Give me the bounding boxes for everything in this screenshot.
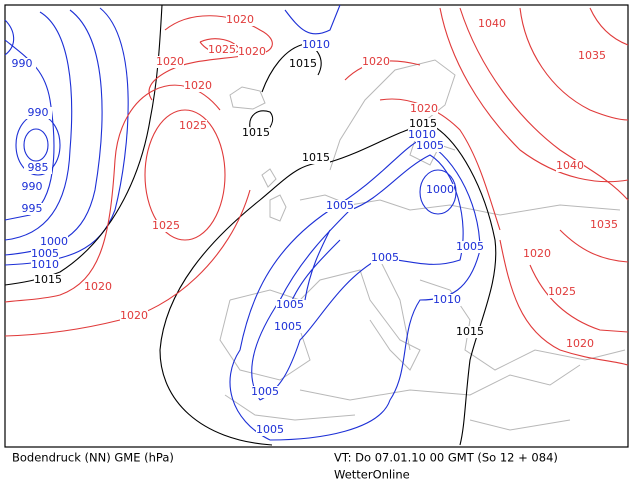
isobar-label: 1020 (238, 45, 266, 58)
label-backdrop (24, 162, 52, 174)
isobar-label: 1000 (426, 183, 454, 196)
isobar-label: 1000 (40, 235, 68, 248)
label-backdrop (456, 326, 484, 338)
isobar-label: 1015 (242, 126, 270, 139)
isobar-label: 990 (22, 180, 43, 193)
isobar-label: 1010 (31, 258, 59, 271)
isobar-label: 990 (12, 57, 33, 70)
isobar-label: 990 (28, 106, 49, 119)
label-backdrop (409, 118, 437, 130)
label-backdrop (40, 236, 68, 248)
isobar-label: 1040 (478, 17, 506, 30)
label-backdrop (478, 18, 506, 30)
isobar-label: 1015 (289, 57, 317, 70)
isobar-label: 1020 (566, 337, 594, 350)
isobar-label: 1020 (523, 247, 551, 260)
isobar-label: 1020 (410, 102, 438, 115)
isobar-label: 1020 (184, 79, 212, 92)
label-backdrop (18, 203, 46, 215)
isobar-label: 1020 (120, 309, 148, 322)
footer-credit: WetterOnline (334, 468, 410, 482)
label-backdrop (548, 286, 576, 298)
label-backdrop (426, 184, 454, 196)
label-backdrop (156, 56, 184, 68)
isobar-label: 1015 (409, 117, 437, 130)
label-backdrop (523, 248, 551, 260)
isobar-label: 1035 (590, 218, 618, 231)
isobar-label: 1005 (31, 247, 59, 260)
label-backdrop (362, 56, 390, 68)
isobar-label: 985 (28, 161, 49, 174)
isobar-label: 1035 (578, 49, 606, 62)
isobar-label: 1010 (408, 128, 436, 141)
label-backdrop (289, 58, 317, 70)
isobar-label: 1005 (276, 298, 304, 311)
isobar-label: 1005 (456, 240, 484, 253)
label-backdrop (226, 14, 254, 26)
label-backdrop (8, 58, 36, 70)
label-backdrop (410, 103, 438, 115)
label-backdrop (302, 152, 330, 164)
isobar-label: 1025 (152, 219, 180, 232)
label-backdrop (371, 252, 399, 264)
isobar-label: 1010 (302, 38, 330, 51)
label-backdrop (578, 50, 606, 62)
isobar-label: 1025 (548, 285, 576, 298)
label-backdrop (276, 299, 304, 311)
label-backdrop (31, 248, 59, 260)
isobar-label: 1020 (362, 55, 390, 68)
isobar-label: 1020 (226, 13, 254, 26)
isobar-label: 1005 (416, 139, 444, 152)
isobar-label: 1005 (326, 199, 354, 212)
label-backdrop (456, 241, 484, 253)
label-backdrop (34, 274, 62, 286)
isobar-label: 1005 (371, 251, 399, 264)
label-backdrop (302, 39, 330, 51)
isobar-label: 1040 (556, 159, 584, 172)
footer-right: VT: Do 07.01.10 00 GMT (So 12 + 084) (334, 451, 558, 465)
isobar-label: 1015 (34, 273, 62, 286)
label-backdrop (84, 281, 112, 293)
label-backdrop (238, 46, 266, 58)
label-backdrop (326, 200, 354, 212)
label-backdrop (256, 424, 284, 436)
isobar-label: 1010 (433, 293, 461, 306)
label-backdrop (24, 107, 52, 119)
label-backdrop (179, 120, 207, 132)
isobar-label: 1025 (208, 43, 236, 56)
isobar-label: 1015 (302, 151, 330, 164)
isobar-label: 1025 (179, 119, 207, 132)
isobar-label: 1005 (251, 385, 279, 398)
label-backdrop (31, 259, 59, 271)
label-backdrop (242, 127, 270, 139)
isobar-label: 1005 (256, 423, 284, 436)
label-backdrop (184, 80, 212, 92)
label-backdrop (416, 140, 444, 152)
isobar-label: 1020 (156, 55, 184, 68)
label-backdrop (251, 386, 279, 398)
isobar-label: 1015 (456, 325, 484, 338)
map-frame (4, 4, 629, 448)
label-backdrop (433, 294, 461, 306)
label-backdrop (274, 321, 302, 333)
label-backdrop (18, 181, 46, 193)
label-backdrop (566, 338, 594, 350)
footer-left: Bodendruck (NN) GME (hPa) (12, 451, 174, 465)
isobar-label: 995 (22, 202, 43, 215)
label-backdrop (120, 310, 148, 322)
label-backdrop (408, 129, 436, 141)
label-backdrop (152, 220, 180, 232)
isobar-label: 1020 (84, 280, 112, 293)
isobar-labels: 9909909859909951000100510101010101010051… (8, 13, 618, 436)
label-backdrop (590, 219, 618, 231)
label-backdrop (208, 44, 236, 56)
label-backdrop (556, 160, 584, 172)
isobar-label: 1005 (274, 320, 302, 333)
